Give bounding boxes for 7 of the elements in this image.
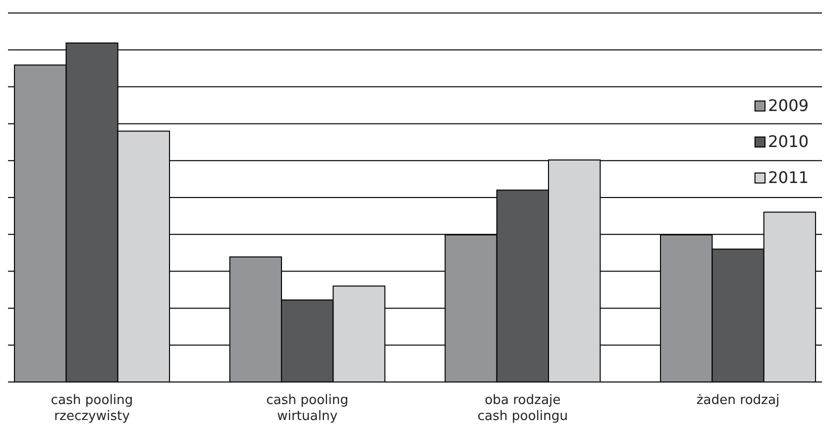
legend-label: 2011 bbox=[768, 168, 809, 187]
x-tick-label: cash pooling wirtualny bbox=[266, 393, 348, 424]
legend-label: 2010 bbox=[768, 132, 809, 151]
x-tick-label: żaden rodzaj bbox=[696, 393, 780, 408]
x-tick-label: cash pooling rzeczywisty bbox=[50, 393, 134, 424]
legend-label: 2009 bbox=[768, 96, 809, 115]
x-tick-label: oba rodzaje cash poolingu bbox=[477, 393, 568, 424]
